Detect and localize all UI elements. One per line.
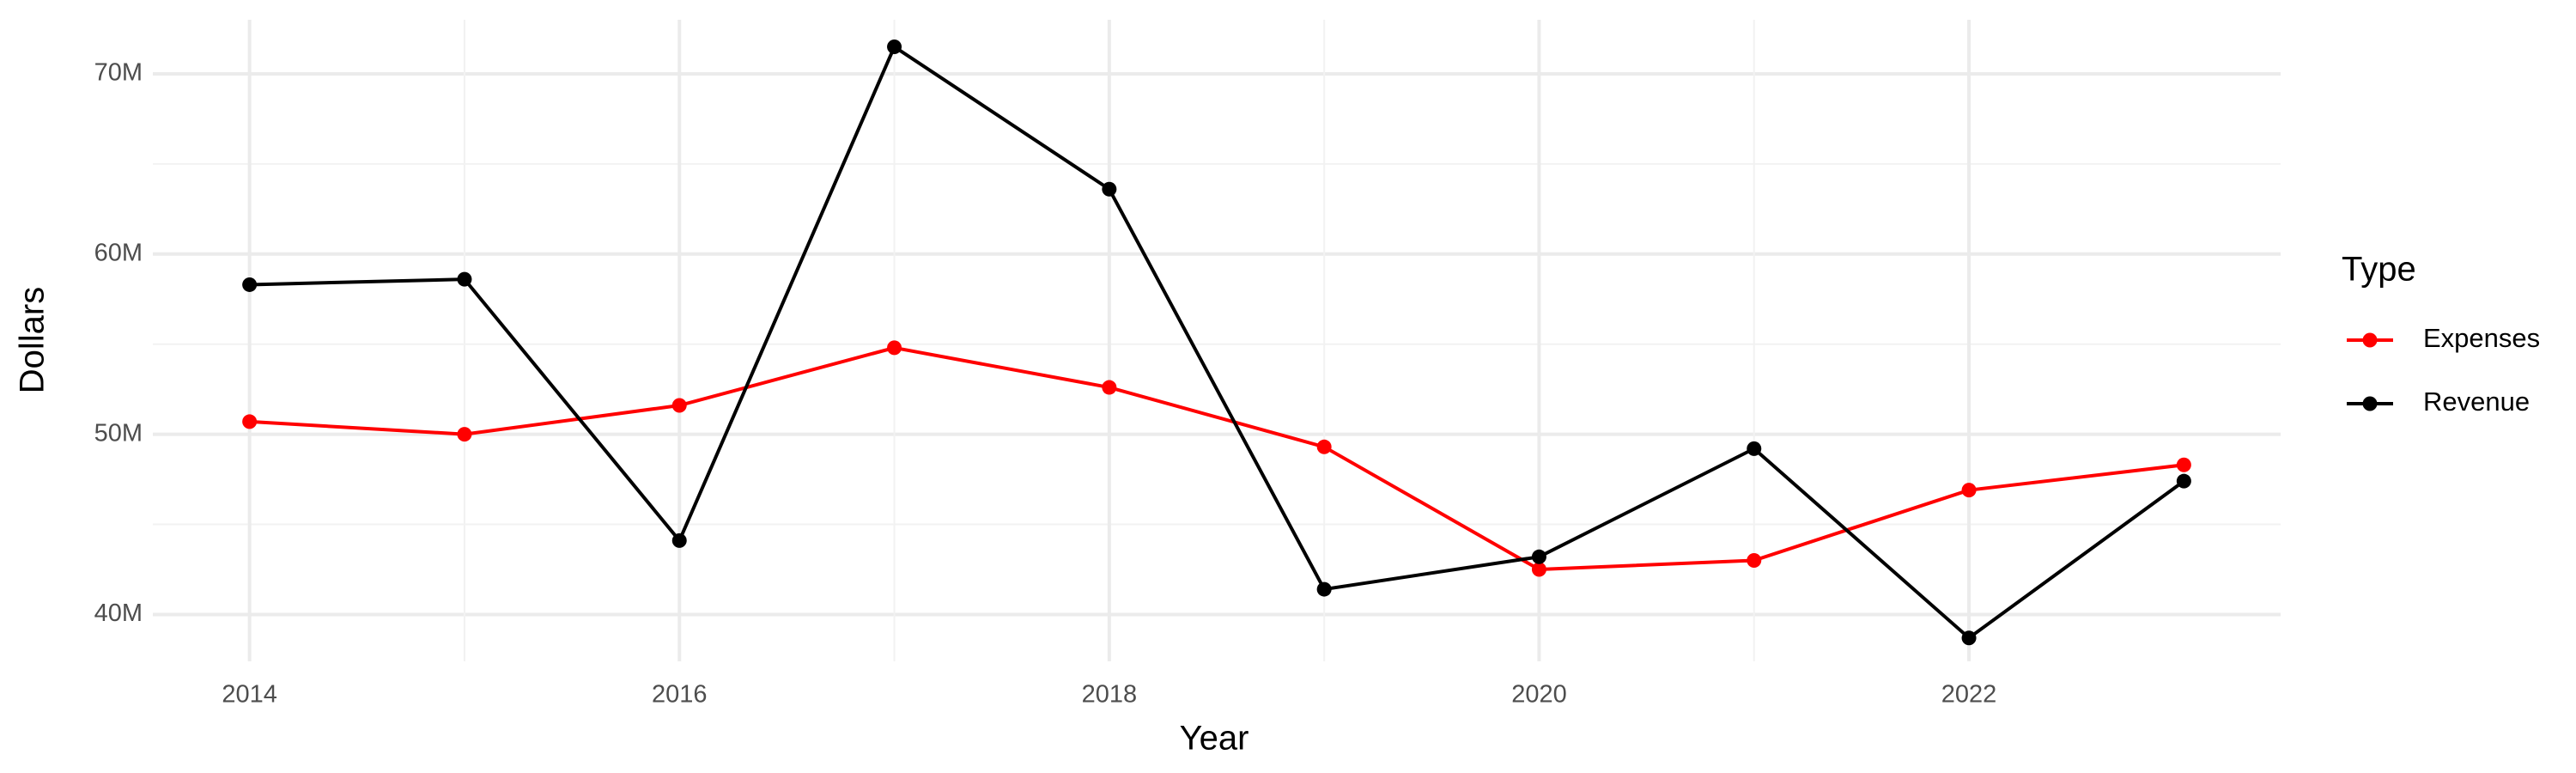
data-point	[1531, 549, 1546, 564]
data-point	[1102, 380, 1117, 395]
series-line	[249, 345, 2184, 572]
data-point	[1531, 562, 1546, 577]
data-point	[2176, 473, 2191, 489]
y-tick-label: 40M	[94, 600, 143, 627]
data-point	[1961, 630, 1977, 646]
legend-title: Type	[2342, 251, 2416, 289]
series-line	[249, 44, 2185, 641]
data-point	[1961, 483, 1977, 498]
legend-label: Expenses	[2423, 323, 2540, 353]
y-tick-label: 60M	[94, 239, 143, 266]
data-point	[242, 414, 258, 429]
x-tick-label: 2018	[1082, 681, 1138, 709]
data-point	[887, 340, 902, 356]
data-point	[671, 398, 687, 413]
x-tick-label: 2022	[1941, 681, 1997, 709]
data-point	[1747, 552, 1762, 568]
y-tick-label: 70M	[94, 59, 143, 87]
data-point	[242, 277, 258, 292]
data-point	[2176, 457, 2191, 472]
x-tick-label: 2014	[222, 681, 277, 709]
grid	[153, 20, 2281, 661]
legend-label: Revenue	[2423, 386, 2530, 417]
x-tick-label: 2020	[1511, 681, 1567, 709]
data-point	[457, 427, 472, 442]
x-axis-title: Year	[1180, 720, 1249, 758]
data-point	[1316, 581, 1332, 597]
data-point	[1316, 439, 1332, 454]
data-point	[1102, 181, 1117, 197]
y-axis-title: Dollars	[14, 287, 52, 393]
x-tick-label: 2016	[652, 681, 708, 709]
data-point	[887, 39, 902, 54]
y-tick-label: 50M	[94, 419, 143, 447]
legend-key-point	[2362, 332, 2378, 348]
data-point	[457, 271, 472, 287]
legend-key-point	[2362, 396, 2378, 411]
data-point	[1747, 441, 1762, 456]
data-point	[671, 533, 687, 548]
